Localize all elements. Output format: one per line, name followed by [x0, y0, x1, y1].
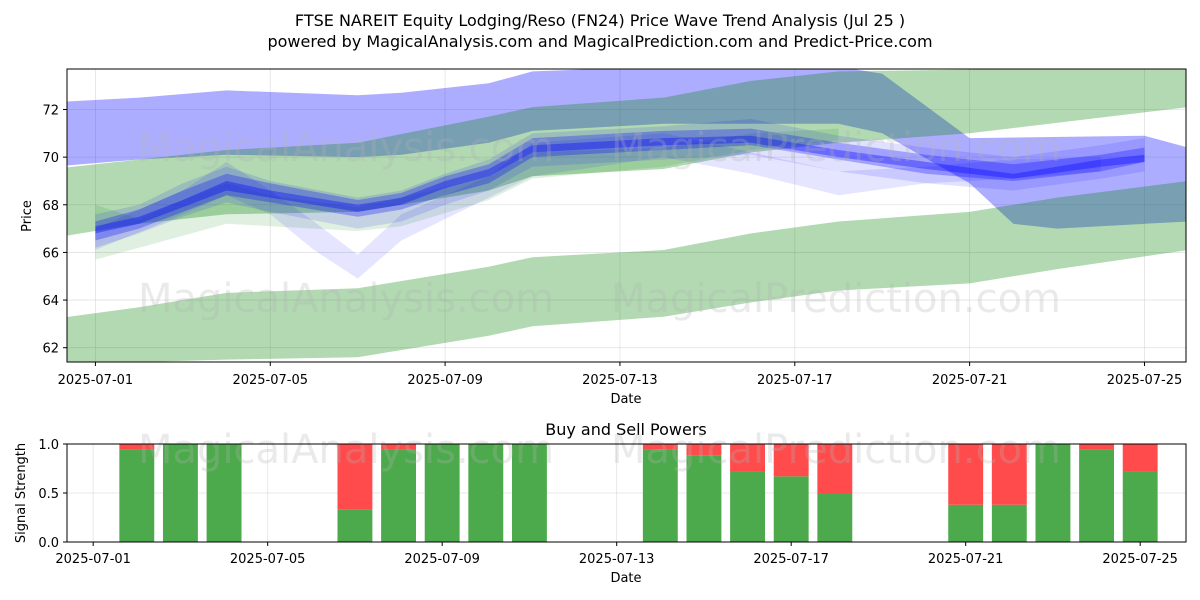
signal-title: Buy and Sell Powers	[545, 420, 707, 439]
signal-xtick-label: 2025-07-01	[55, 552, 131, 567]
price-xtick-label: 2025-07-01	[58, 373, 134, 388]
signal-bars	[119, 444, 1158, 542]
signal-ytick-label: 0.5	[38, 487, 59, 502]
sell-bar	[119, 444, 155, 450]
trend-band-green	[95, 128, 839, 260]
sell-bar	[686, 444, 722, 456]
trend-band-blue	[95, 133, 1101, 279]
trend-band-green	[67, 181, 1186, 362]
signal-xtick-label: 2025-07-25	[1102, 552, 1178, 567]
price-bands	[67, 69, 1186, 362]
buy-bar	[381, 449, 417, 542]
signal-ticks: 0.0 0.5 1.0 2025-07-01 2025-07-05 2025-07-09 2…	[38, 438, 1178, 567]
signal-ytick-label: 1.0	[38, 438, 59, 453]
chart-title-line1: FTSE NAREIT Equity Lodging/Reso (FN24) P…	[295, 11, 905, 30]
trend-band-blue	[95, 119, 1145, 248]
price-ytick-label: 66	[42, 246, 59, 261]
price-xtick-label: 2025-07-25	[1107, 373, 1183, 388]
watermark-mid-left: MagicalAnalysis.com	[138, 276, 554, 322]
signal-xtick-label: 2025-07-17	[753, 552, 829, 567]
chart-title-line2: powered by MagicalAnalysis.com and Magic…	[267, 32, 932, 51]
buy-bar	[991, 504, 1027, 542]
price-ytick-label: 72	[42, 103, 59, 118]
buy-bar	[1035, 444, 1071, 542]
trend-band-green	[67, 69, 1186, 236]
buy-bar	[730, 471, 766, 542]
price-xtick-label: 2025-07-13	[582, 373, 658, 388]
price-ytick-label: 64	[42, 294, 59, 309]
price-ytick-label: 68	[42, 199, 59, 214]
signal-plot: Buy and Sell Powers MagicalAnalysis.com …	[14, 420, 1187, 586]
sell-bar	[1079, 444, 1115, 450]
sell-bar	[337, 444, 373, 510]
sell-bar	[817, 444, 853, 493]
price-plot-frame	[66, 68, 1187, 363]
signal-xtick-label: 2025-07-09	[404, 552, 480, 567]
trend-band-blue	[67, 69, 1186, 229]
signal-ylabel: Signal Strength	[14, 443, 29, 543]
price-xtick-label: 2025-07-05	[232, 373, 308, 388]
buy-bar	[468, 444, 504, 542]
buy-bar	[948, 504, 984, 542]
price-ticks: 62 64 66 68 70 72 2025-07-01 2025-07-05 2025-07-…	[42, 103, 1182, 388]
signal-xtick-label: 2025-07-05	[230, 552, 306, 567]
watermark-top-right: MagicalPrediction.com	[611, 125, 1061, 171]
sell-bar	[991, 444, 1027, 505]
sell-bar	[730, 444, 766, 472]
watermark-top-left: MagicalAnalysis.com	[138, 125, 554, 171]
buy-bar	[1122, 471, 1158, 542]
sell-bar	[948, 444, 984, 505]
sell-bar	[642, 444, 678, 450]
watermark-bottom-right: MagicalPrediction.com	[611, 427, 1061, 473]
buy-bar	[511, 444, 547, 542]
price-xlabel: Date	[610, 392, 641, 407]
price-ylabel: Price	[20, 200, 35, 232]
buy-bar	[162, 444, 198, 542]
price-ytick-label: 62	[42, 342, 59, 357]
signal-xtick-label: 2025-07-13	[579, 552, 655, 567]
buy-bar	[686, 455, 722, 542]
price-xtick-label: 2025-07-09	[407, 373, 483, 388]
signal-xtick-label: 2025-07-21	[928, 552, 1004, 567]
watermark-bottom-left: MagicalAnalysis.com	[138, 427, 554, 473]
price-plot: MagicalAnalysis.com MagicalPrediction.co…	[20, 68, 1187, 407]
watermark-mid-right: MagicalPrediction.com	[611, 276, 1061, 322]
trend-band-blue	[95, 128, 1145, 241]
buy-bar	[1079, 449, 1115, 542]
price-ytick-label: 70	[42, 151, 59, 166]
buy-bar	[337, 509, 373, 542]
price-grid	[67, 69, 1186, 362]
buy-bar	[119, 449, 155, 542]
price-xtick-label: 2025-07-17	[757, 373, 833, 388]
buy-bar	[206, 444, 242, 542]
sell-bar	[1122, 444, 1158, 472]
signal-plot-frame	[66, 443, 1187, 543]
buy-bar	[773, 476, 809, 542]
price-xtick-label: 2025-07-21	[932, 373, 1008, 388]
sell-bar	[381, 444, 417, 450]
trend-band-blue	[95, 135, 1145, 234]
signal-ytick-label: 0.0	[38, 536, 59, 551]
sell-bar	[773, 444, 809, 477]
signal-xlabel: Date	[610, 571, 641, 586]
buy-bar	[424, 444, 460, 542]
buy-bar	[817, 493, 853, 542]
buy-bar	[642, 449, 678, 542]
